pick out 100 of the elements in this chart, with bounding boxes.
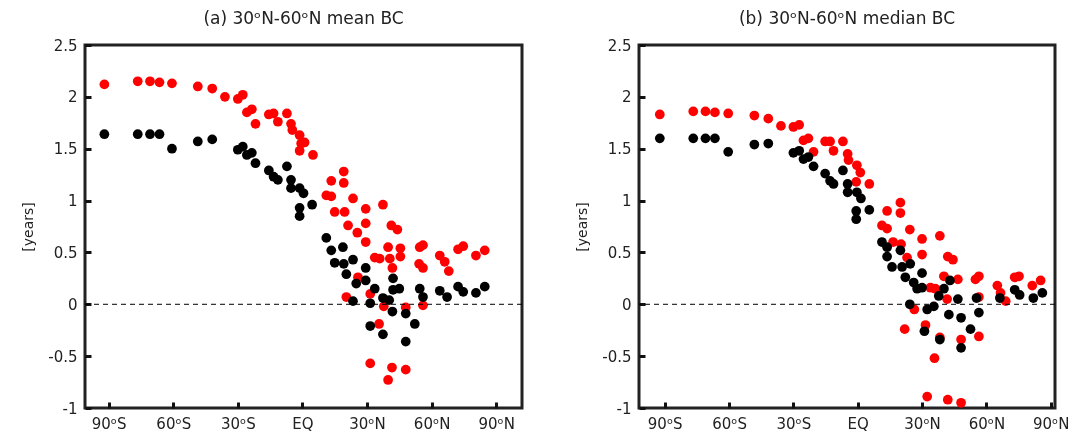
point — [887, 262, 897, 272]
point — [360, 263, 371, 273]
point — [842, 179, 853, 189]
point — [803, 152, 814, 162]
y-tick-label: -0.5 — [48, 347, 78, 366]
point — [369, 283, 380, 294]
point — [943, 309, 954, 320]
point — [409, 319, 420, 329]
point — [192, 136, 203, 147]
point — [763, 138, 774, 149]
point — [933, 291, 944, 301]
point — [167, 143, 177, 154]
point — [442, 292, 452, 302]
point — [945, 275, 955, 286]
x-tick-label: 30ᵒN — [349, 414, 386, 433]
y-tick-label: 0.5 — [607, 243, 632, 262]
point — [838, 165, 848, 176]
point — [820, 168, 830, 179]
point — [207, 134, 218, 145]
point — [995, 293, 1005, 303]
point — [851, 206, 862, 216]
y-tick-label: 0.5 — [53, 243, 78, 262]
point — [273, 174, 283, 185]
point — [749, 139, 760, 150]
chart-title: (b) 30ᵒN-60ᵒN median BC — [738, 8, 956, 28]
point — [471, 288, 481, 298]
point — [974, 307, 984, 318]
point — [282, 161, 292, 172]
point — [956, 312, 966, 323]
point — [414, 283, 425, 294]
y-tick-label: 1.5 — [53, 140, 78, 159]
point — [928, 301, 939, 312]
point — [1014, 290, 1025, 300]
x-tick-label: EQ — [847, 414, 869, 433]
point — [919, 326, 930, 337]
y-tick-label: 2 — [621, 88, 632, 107]
point — [965, 324, 976, 335]
point — [400, 308, 411, 319]
point — [384, 295, 395, 305]
point — [905, 258, 916, 269]
y-tick-label: 1 — [67, 192, 78, 211]
point — [897, 262, 907, 272]
point — [939, 283, 949, 294]
point — [952, 294, 963, 304]
y-tick-label: 0 — [67, 295, 78, 314]
y-tick-label: 1.5 — [607, 140, 632, 159]
point — [286, 183, 296, 193]
point — [1028, 293, 1039, 303]
point — [365, 321, 376, 331]
point — [418, 292, 428, 302]
point — [856, 193, 866, 204]
point — [851, 214, 862, 225]
x-tick-label: 90ᵒN — [1032, 414, 1070, 433]
y-tick-label: 2 — [67, 88, 78, 107]
point — [388, 273, 398, 284]
point — [286, 174, 296, 185]
point — [895, 245, 906, 256]
point — [360, 275, 371, 286]
point — [338, 258, 349, 269]
point — [400, 336, 411, 347]
point — [723, 146, 734, 157]
point — [458, 286, 469, 297]
chart-title: (a) 30ᵒN-60ᵒN mean BC — [203, 8, 404, 28]
point — [341, 269, 352, 280]
point — [99, 129, 110, 140]
point — [864, 205, 875, 215]
point — [828, 179, 839, 189]
point — [321, 233, 332, 243]
y-axis-title: [years] — [20, 202, 37, 252]
point — [904, 299, 915, 310]
point — [794, 145, 805, 156]
x-tick-label: 60ᵒN — [968, 414, 1006, 433]
point — [808, 161, 819, 172]
x-tick-label: 90ᵒN — [478, 414, 515, 433]
point — [348, 254, 358, 265]
point — [688, 133, 699, 144]
x-tick-label: 30ᵒS — [776, 414, 812, 433]
point — [294, 202, 305, 213]
point — [145, 129, 155, 140]
y-tick-label: 2.5 — [607, 36, 632, 55]
x-tick-label: 60ᵒN — [413, 414, 451, 433]
point — [132, 129, 143, 140]
point — [365, 298, 376, 309]
point — [378, 329, 388, 340]
y-tick-label: -1 — [62, 399, 78, 418]
point — [434, 285, 445, 296]
x-tick-label: 30ᵒS — [220, 414, 256, 433]
y-tick-label: -0.5 — [602, 347, 632, 366]
point — [882, 251, 892, 262]
point — [900, 272, 911, 283]
point — [917, 268, 927, 279]
point — [154, 129, 165, 140]
point — [329, 257, 340, 268]
point — [250, 158, 261, 169]
point — [294, 211, 305, 221]
point — [1037, 288, 1048, 298]
point — [479, 281, 490, 292]
point — [307, 199, 317, 210]
y-tick-label: 0 — [621, 295, 632, 314]
point — [338, 242, 348, 253]
